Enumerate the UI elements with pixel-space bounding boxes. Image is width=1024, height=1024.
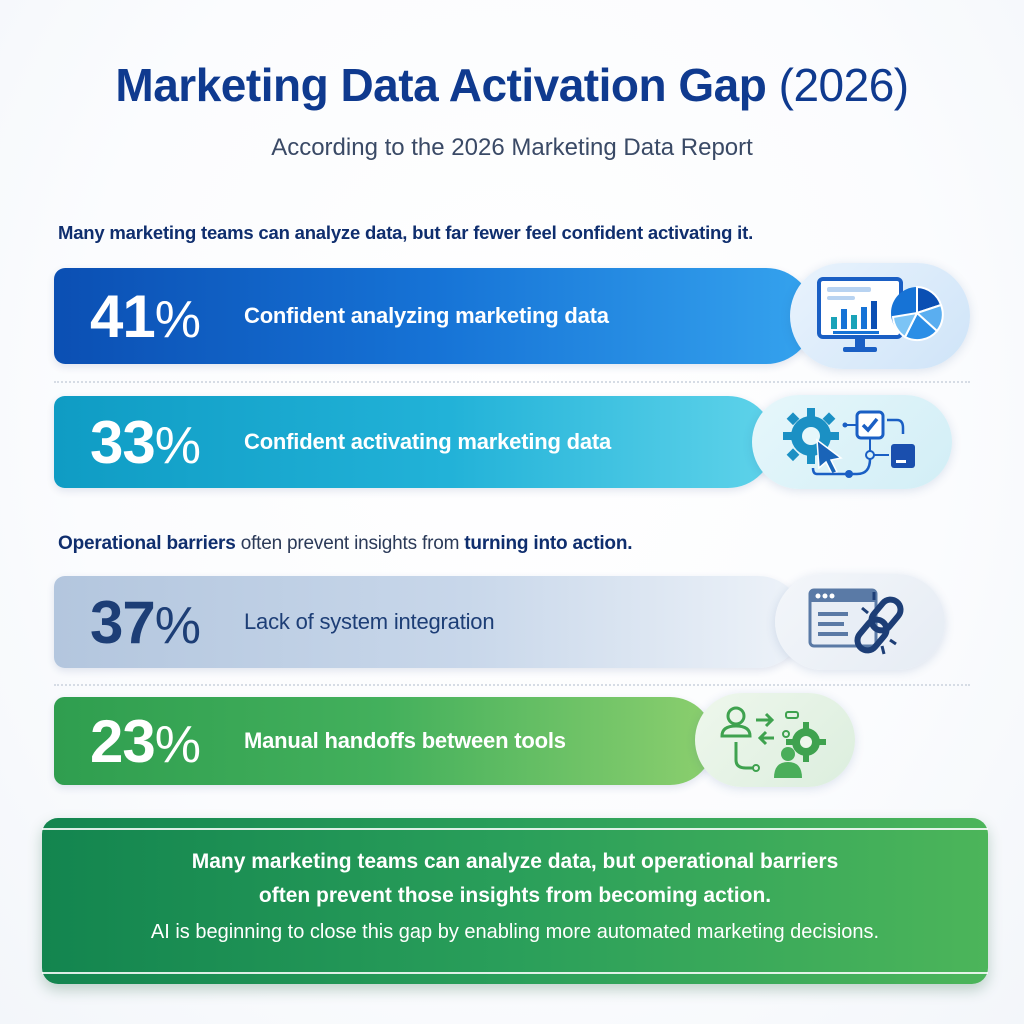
page-subtitle: According to the 2026 Marketing Data Rep…	[271, 134, 753, 161]
banner-edge-bottom	[42, 972, 988, 974]
stat-value: 23%	[90, 707, 201, 775]
summary-banner: Many marketing teams can analyze data, b…	[42, 818, 988, 984]
stat-label: Confident activating marketing data	[244, 429, 612, 454]
title-text: Marketing Data Activation Gap	[115, 59, 767, 111]
stat-value: 37%	[90, 588, 201, 656]
banner-edge-top	[42, 828, 988, 830]
monitor-chart-icon	[790, 263, 970, 369]
handoff-people-gear-icon	[695, 693, 855, 787]
stat-value: 33%	[90, 408, 201, 476]
broken-link-icon	[775, 574, 945, 670]
title-year: (2026)	[778, 59, 909, 111]
stat-label: Confident analyzing marketing data	[244, 303, 609, 328]
divider	[54, 381, 970, 383]
gear-workflow-icon	[752, 395, 952, 489]
stat-bar-handoffs: 23% Manual handoffs between tools	[54, 697, 714, 785]
summary-line-1: Many marketing teams can analyze data, b…	[191, 850, 839, 873]
section-lead-confidence: Many marketing teams can analyze data, b…	[58, 222, 754, 243]
summary-line-3: AI is beginning to close this gap by ena…	[150, 921, 880, 943]
stat-bar-activating: 33% Confident activating marketing data	[54, 396, 774, 488]
page-title: Marketing Data Activation Gap (2026)	[0, 58, 1024, 112]
section-lead-barriers: Operational barriers often prevent insig…	[58, 533, 633, 554]
stat-bar-analyzing: 41% Confident analyzing marketing data	[54, 268, 814, 364]
divider	[54, 684, 970, 686]
stat-label: Manual handoffs between tools	[244, 728, 566, 753]
stat-value: 41%	[90, 282, 201, 350]
stat-bar-integration: 37% Lack of system integration	[54, 576, 804, 668]
stat-label: Lack of system integration	[244, 609, 495, 634]
summary-line-2: often prevent those insights from becomi…	[258, 884, 772, 907]
